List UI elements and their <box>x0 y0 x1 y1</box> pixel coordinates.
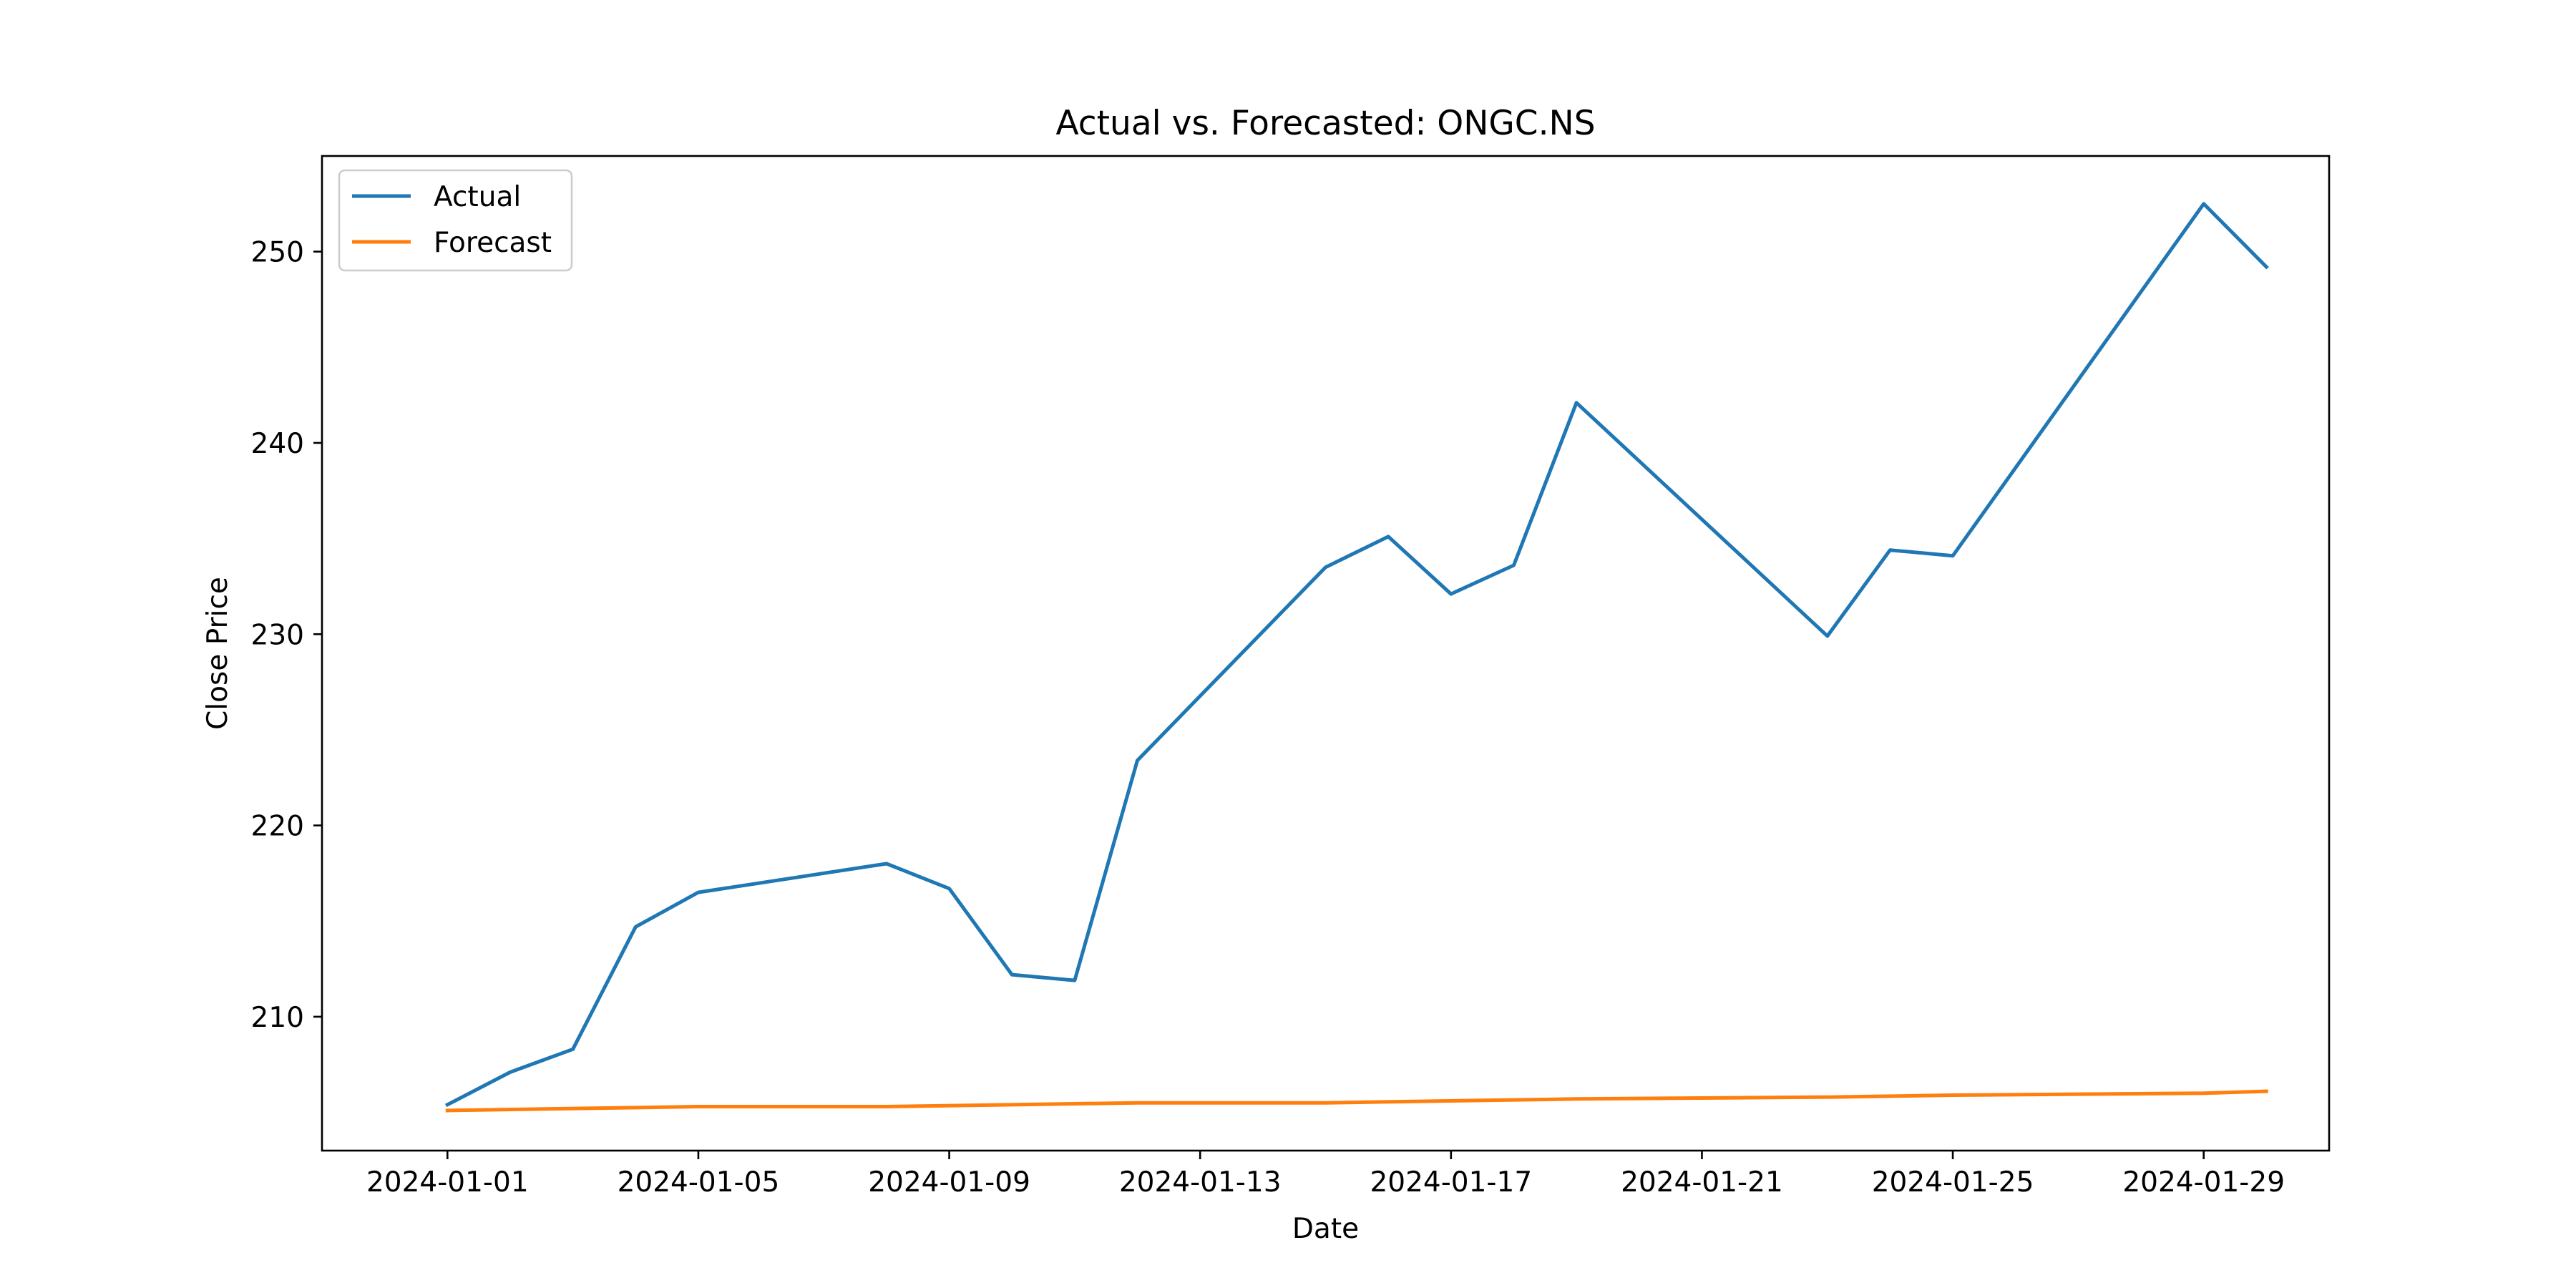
x-tick-label: 2024-01-25 <box>1872 1166 2034 1199</box>
y-tick-label: 220 <box>251 811 304 843</box>
x-tick-label: 2024-01-13 <box>1119 1166 1282 1199</box>
series-line-forecast <box>445 1089 2268 1113</box>
x-tick-label: 2024-01-01 <box>366 1166 529 1199</box>
chart-title: Actual vs. Forecasted: ONGC.NS <box>1055 104 1595 143</box>
x-tick-label: 2024-01-05 <box>618 1166 780 1199</box>
legend-label-actual: Actual <box>434 181 521 213</box>
plot-frame <box>321 155 2331 1152</box>
y-axis-label: Close Price <box>202 577 234 730</box>
x-tick-label: 2024-01-17 <box>1370 1166 1532 1199</box>
x-tick-label: 2024-01-21 <box>1621 1166 1783 1199</box>
x-tick-label: 2024-01-09 <box>868 1166 1030 1199</box>
y-tick-label: 240 <box>251 428 304 460</box>
x-axis-label: Date <box>1292 1213 1359 1245</box>
y-tick-label: 230 <box>251 619 304 651</box>
y-tick-label: 250 <box>251 237 304 269</box>
series-line-actual <box>444 202 2269 1108</box>
y-tick-label: 210 <box>251 1002 304 1034</box>
legend-label-forecast: Forecast <box>434 227 552 259</box>
x-tick-label: 2024-01-29 <box>2122 1166 2285 1199</box>
